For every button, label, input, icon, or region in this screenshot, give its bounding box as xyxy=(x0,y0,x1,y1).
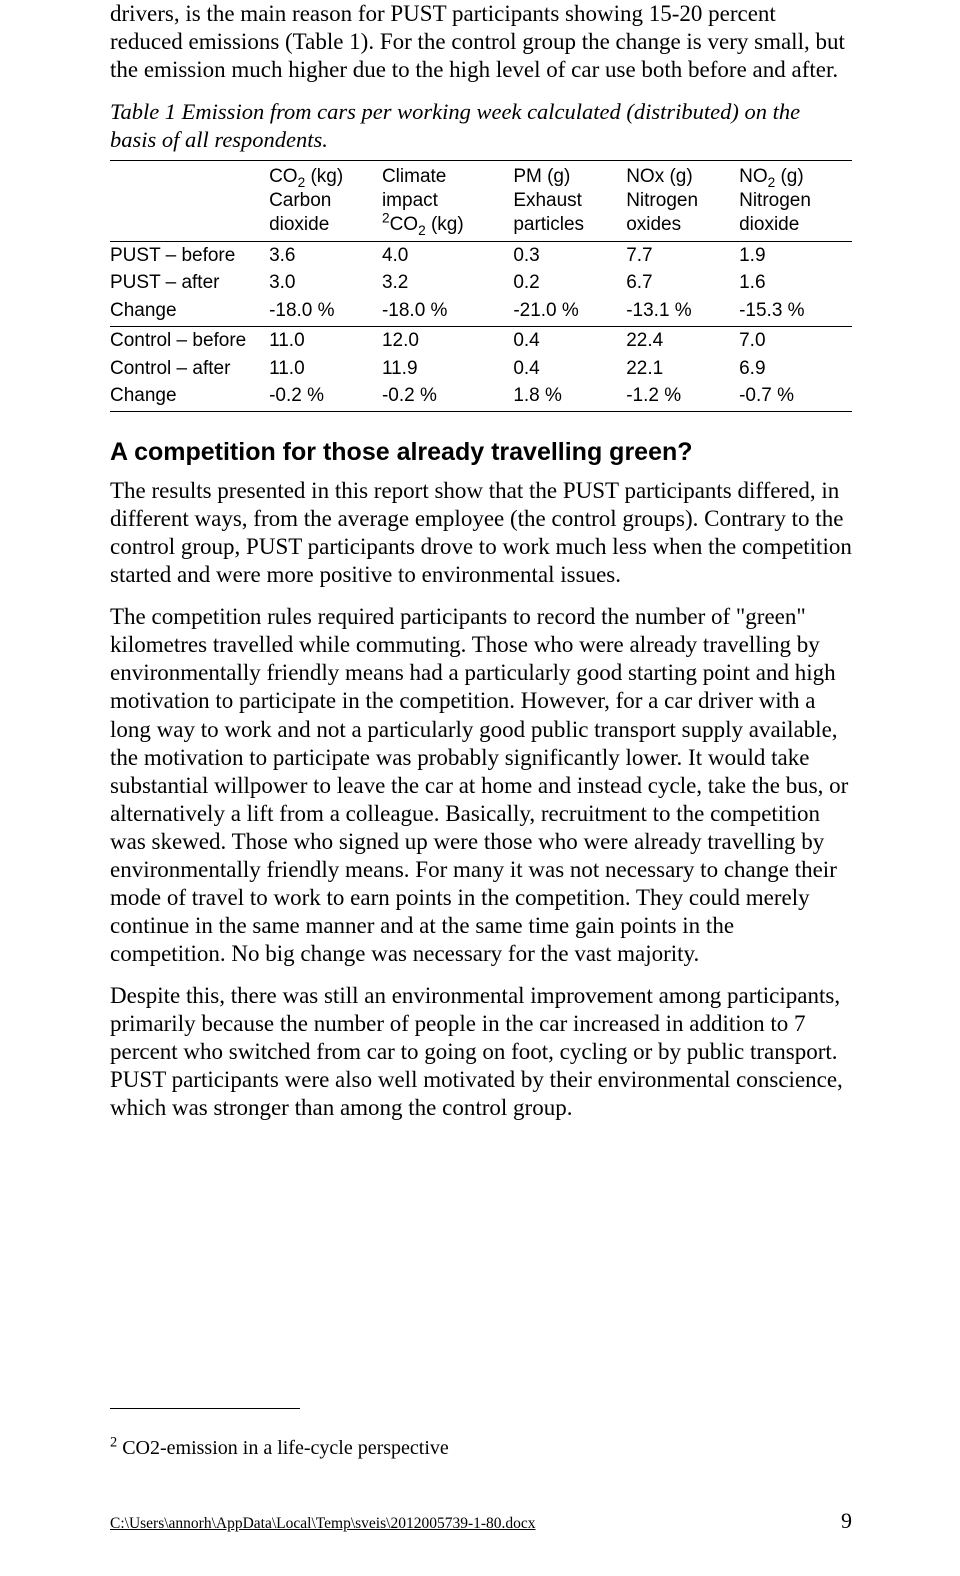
cell-value: 1.9 xyxy=(739,241,852,269)
paragraph-1: The results presented in this report sho… xyxy=(110,477,852,589)
intro-paragraph: drivers, is the main reason for PUST par… xyxy=(110,0,852,84)
emissions-table: CO2 (kg) Carbon dioxide Climate impact 2… xyxy=(110,160,852,412)
paragraph-2: The competition rules required participa… xyxy=(110,603,852,968)
cell-value: -18.0 % xyxy=(382,297,513,326)
row-label: Change xyxy=(110,297,269,326)
table-row: Control – before11.012.00.422.47.0 xyxy=(110,326,852,354)
footnote-area: 2 CO2-emission in a life-cycle perspecti… xyxy=(110,1408,850,1460)
cell-value: -21.0 % xyxy=(513,297,626,326)
cell-value: 0.4 xyxy=(513,355,626,383)
cell-value: 11.9 xyxy=(382,355,513,383)
cell-value: 1.8 % xyxy=(513,382,626,411)
table-header-climate: Climate impact 2CO2 (kg) xyxy=(382,161,513,241)
page-footer: C:\Users\annorh\AppData\Local\Temp\sveis… xyxy=(110,1508,852,1534)
cell-value: 3.0 xyxy=(269,269,382,297)
cell-value: -0.7 % xyxy=(739,382,852,411)
table-header-blank xyxy=(110,161,269,241)
row-label: Control – after xyxy=(110,355,269,383)
cell-value: -1.2 % xyxy=(626,382,739,411)
row-label: PUST – after xyxy=(110,269,269,297)
cell-value: -18.0 % xyxy=(269,297,382,326)
cell-value: 7.7 xyxy=(626,241,739,269)
footnote-rule xyxy=(110,1408,300,1409)
footnote-text: 2 CO2-emission in a life-cycle perspecti… xyxy=(110,1437,850,1460)
cell-value: 6.9 xyxy=(739,355,852,383)
table-row: PUST – after3.03.20.26.71.6 xyxy=(110,269,852,297)
section-heading: A competition for those already travelli… xyxy=(110,438,852,467)
table-header-no2: NO2 (g) Nitrogen dioxide xyxy=(739,161,852,241)
page-number: 9 xyxy=(841,1508,852,1534)
cell-value: 22.4 xyxy=(626,326,739,354)
cell-value: 11.0 xyxy=(269,355,382,383)
table-row: Change-18.0 %-18.0 %-21.0 %-13.1 %-15.3 … xyxy=(110,297,852,326)
cell-value: 1.6 xyxy=(739,269,852,297)
cell-value: 22.1 xyxy=(626,355,739,383)
table-header-co2: CO2 (kg) Carbon dioxide xyxy=(269,161,382,241)
cell-value: 0.2 xyxy=(513,269,626,297)
table-header-pm: PM (g) Exhaust particles xyxy=(513,161,626,241)
row-label: Control – before xyxy=(110,326,269,354)
cell-value: -13.1 % xyxy=(626,297,739,326)
table-row: PUST – before3.64.00.37.71.9 xyxy=(110,241,852,269)
cell-value: 0.4 xyxy=(513,326,626,354)
table-row: Control – after11.011.90.422.16.9 xyxy=(110,355,852,383)
cell-value: 0.3 xyxy=(513,241,626,269)
cell-value: 12.0 xyxy=(382,326,513,354)
cell-value: -0.2 % xyxy=(269,382,382,411)
row-label: PUST – before xyxy=(110,241,269,269)
cell-value: 3.2 xyxy=(382,269,513,297)
cell-value: -15.3 % xyxy=(739,297,852,326)
cell-value: 3.6 xyxy=(269,241,382,269)
table-row: Change-0.2 %-0.2 %1.8 %-1.2 %-0.7 % xyxy=(110,382,852,411)
row-label: Change xyxy=(110,382,269,411)
cell-value: 4.0 xyxy=(382,241,513,269)
paragraph-3: Despite this, there was still an environ… xyxy=(110,982,852,1122)
cell-value: -0.2 % xyxy=(382,382,513,411)
cell-value: 11.0 xyxy=(269,326,382,354)
cell-value: 7.0 xyxy=(739,326,852,354)
cell-value: 6.7 xyxy=(626,269,739,297)
table-header-nox: NOx (g) Nitrogen oxides xyxy=(626,161,739,241)
footer-path: C:\Users\annorh\AppData\Local\Temp\sveis… xyxy=(110,1515,536,1533)
table-caption: Table 1 Emission from cars per working w… xyxy=(110,98,852,154)
